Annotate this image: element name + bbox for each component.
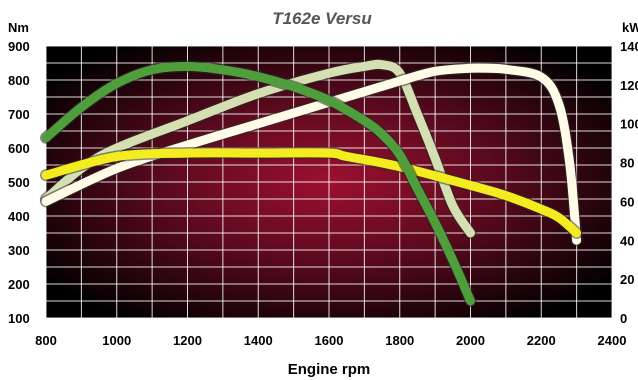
- left-y-tick-label: 700: [8, 107, 30, 122]
- curve-line-3: [41, 148, 582, 238]
- x-tick-labels: 800 1000 1200 1400 1600 1800 2000 2200 2400: [35, 333, 626, 348]
- right-y-tick-label: 140: [620, 39, 638, 54]
- x-tick-label: 2400: [598, 333, 627, 348]
- left-y-tick-label: 800: [8, 73, 30, 88]
- right-axis-unit: kW: [622, 20, 638, 35]
- right-y-tick-label: 20: [620, 272, 634, 287]
- x-axis-label: Engine rpm: [288, 361, 371, 378]
- x-tick-label: 1000: [102, 333, 131, 348]
- x-tick-label: 1200: [173, 333, 202, 348]
- x-tick-label: 2200: [527, 333, 556, 348]
- left-y-tick-label: 400: [8, 209, 30, 224]
- x-tick-label: 1800: [385, 333, 414, 348]
- left-y-tick-label: 900: [8, 39, 30, 54]
- left-y-tick-label: 100: [8, 311, 30, 326]
- left-y-tick-label: 500: [8, 175, 30, 190]
- right-y-tick-label: 80: [620, 156, 634, 171]
- left-y-tick-labels: 100 200 300 400 500 600 700 800 900: [8, 39, 30, 326]
- x-tick-label: 2000: [456, 333, 485, 348]
- x-tick-label: 1600: [315, 333, 344, 348]
- curve-line-4: [41, 61, 475, 306]
- right-y-tick-label: 40: [620, 233, 634, 248]
- left-y-tick-label: 200: [8, 277, 30, 292]
- right-y-tick-label: 0: [620, 311, 627, 326]
- left-y-tick-label: 300: [8, 243, 30, 258]
- left-axis-unit: Nm: [8, 20, 29, 35]
- x-tick-label: 800: [35, 333, 57, 348]
- x-tick-label: 1400: [244, 333, 273, 348]
- chart-title: T162e Versu: [272, 9, 372, 28]
- curve-line-1: [41, 59, 475, 238]
- right-y-tick-label: 100: [620, 117, 638, 132]
- right-y-tick-labels: 0 20 40 60 80 100 120 140: [620, 39, 638, 326]
- curve-line-2: [41, 63, 582, 245]
- curves-group: [40, 58, 583, 307]
- left-y-tick-label: 600: [8, 141, 30, 156]
- right-y-tick-label: 60: [620, 194, 634, 209]
- right-y-tick-label: 120: [620, 78, 638, 93]
